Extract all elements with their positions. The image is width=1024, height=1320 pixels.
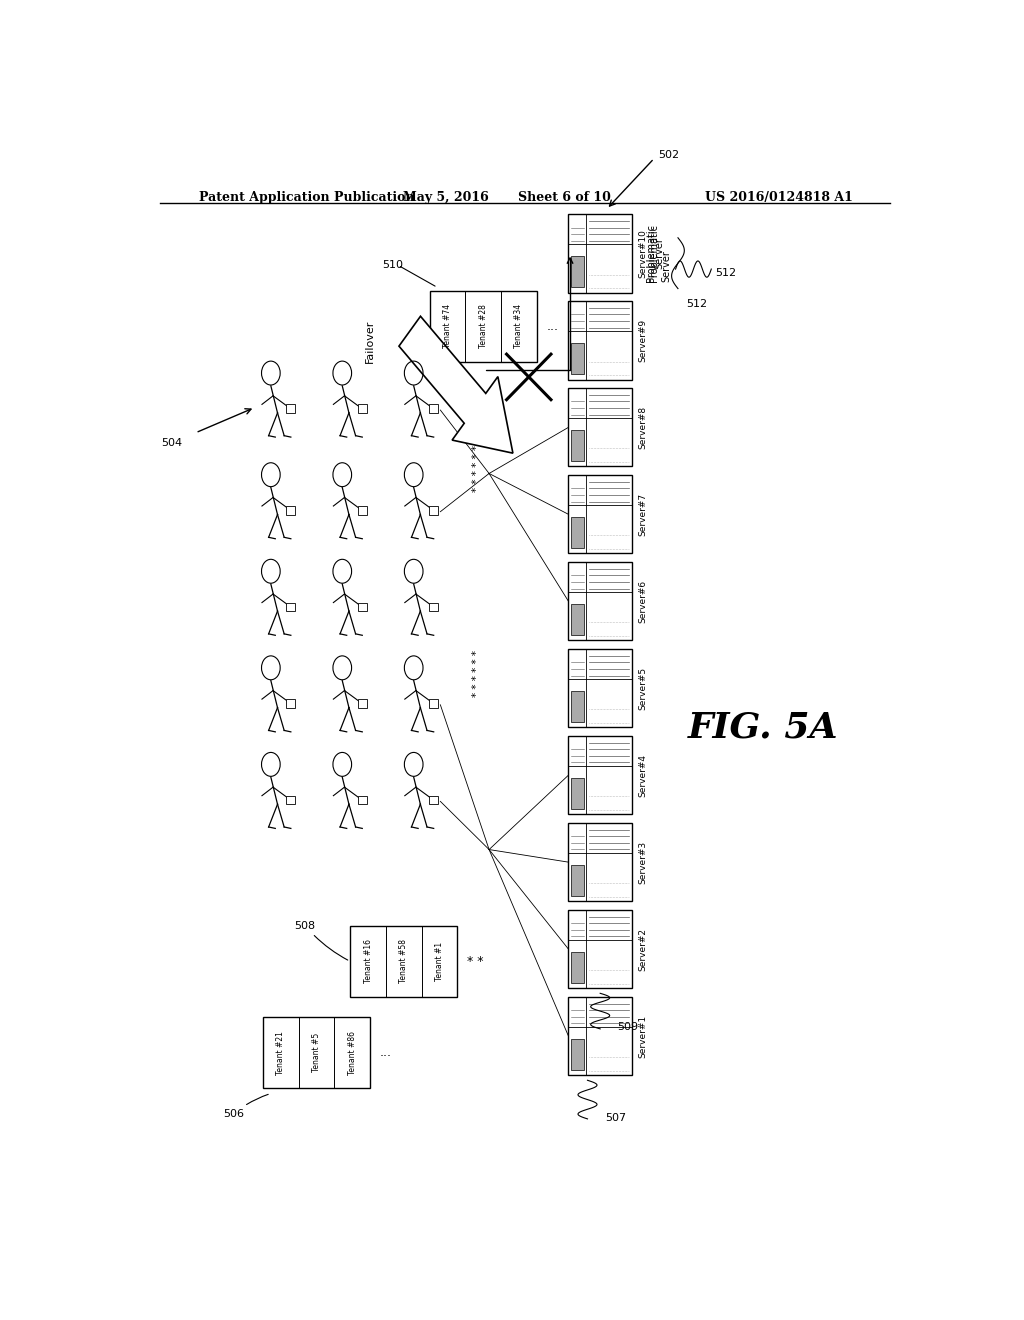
Text: Server#8: Server#8 — [638, 405, 647, 449]
Text: Tenant #58: Tenant #58 — [399, 940, 409, 983]
Text: ...: ... — [380, 1047, 391, 1060]
FancyBboxPatch shape — [570, 777, 584, 809]
Text: Server#1: Server#1 — [638, 1015, 647, 1057]
Text: Problematic
Server: Problematic Server — [649, 224, 672, 282]
Text: Sheet 6 of 10: Sheet 6 of 10 — [518, 191, 611, 203]
FancyBboxPatch shape — [568, 562, 632, 640]
FancyBboxPatch shape — [570, 952, 584, 983]
FancyBboxPatch shape — [568, 909, 632, 989]
FancyBboxPatch shape — [429, 506, 438, 515]
FancyBboxPatch shape — [570, 430, 584, 462]
FancyBboxPatch shape — [357, 602, 367, 611]
Text: US 2016/0124818 A1: US 2016/0124818 A1 — [705, 191, 853, 203]
Text: 512: 512 — [715, 268, 736, 279]
Text: * *: * * — [467, 954, 483, 968]
FancyBboxPatch shape — [430, 290, 537, 362]
FancyBboxPatch shape — [429, 602, 438, 611]
Text: Server#6: Server#6 — [638, 579, 647, 623]
Text: ...: ... — [546, 319, 558, 333]
Text: 508: 508 — [295, 921, 348, 960]
FancyBboxPatch shape — [568, 997, 632, 1076]
Text: Tenant #5: Tenant #5 — [312, 1034, 321, 1072]
Text: Patent Application Publication: Patent Application Publication — [200, 191, 415, 203]
FancyBboxPatch shape — [429, 700, 438, 708]
Text: 507: 507 — [605, 1113, 626, 1123]
Text: Tenant #21: Tenant #21 — [276, 1031, 286, 1074]
FancyBboxPatch shape — [429, 404, 438, 413]
Text: Server#10: Server#10 — [638, 228, 647, 279]
Text: Server: Server — [654, 238, 665, 269]
Text: 504: 504 — [161, 438, 182, 447]
Text: FIG. 5A: FIG. 5A — [688, 710, 838, 744]
FancyBboxPatch shape — [570, 343, 584, 375]
Text: Tenant #74: Tenant #74 — [443, 304, 452, 348]
Polygon shape — [399, 317, 513, 453]
FancyBboxPatch shape — [357, 404, 367, 413]
FancyBboxPatch shape — [568, 475, 632, 553]
Text: Tenant #86: Tenant #86 — [348, 1031, 356, 1074]
Text: 510: 510 — [382, 260, 403, 271]
FancyBboxPatch shape — [287, 404, 295, 413]
FancyBboxPatch shape — [568, 301, 632, 380]
Text: Server#7: Server#7 — [638, 492, 647, 536]
FancyBboxPatch shape — [429, 796, 438, 804]
Text: Failover: Failover — [365, 319, 375, 363]
FancyBboxPatch shape — [350, 925, 458, 997]
Text: Tenant #34: Tenant #34 — [514, 304, 523, 348]
FancyBboxPatch shape — [357, 700, 367, 708]
FancyBboxPatch shape — [568, 822, 632, 902]
Text: 509: 509 — [617, 1022, 639, 1032]
FancyBboxPatch shape — [570, 865, 584, 896]
Text: Problematic: Problematic — [646, 224, 656, 282]
FancyBboxPatch shape — [568, 649, 632, 727]
FancyBboxPatch shape — [568, 214, 632, 293]
Text: Server#2: Server#2 — [638, 928, 647, 970]
FancyBboxPatch shape — [568, 388, 632, 466]
FancyBboxPatch shape — [570, 690, 584, 722]
FancyBboxPatch shape — [287, 506, 295, 515]
Text: 502: 502 — [658, 150, 679, 160]
FancyBboxPatch shape — [570, 256, 584, 288]
FancyBboxPatch shape — [357, 796, 367, 804]
Text: 506: 506 — [223, 1094, 268, 1119]
FancyBboxPatch shape — [263, 1018, 370, 1089]
Text: May 5, 2016: May 5, 2016 — [402, 191, 488, 203]
Text: * * * * * *: * * * * * * — [472, 445, 482, 492]
Text: Server#9: Server#9 — [638, 319, 647, 362]
FancyBboxPatch shape — [287, 602, 295, 611]
Text: Tenant #16: Tenant #16 — [364, 940, 373, 983]
FancyBboxPatch shape — [570, 603, 584, 635]
FancyBboxPatch shape — [287, 796, 295, 804]
FancyBboxPatch shape — [357, 506, 367, 515]
Text: 512: 512 — [686, 298, 707, 309]
Text: * * * * * *: * * * * * * — [472, 651, 482, 697]
Text: Server#5: Server#5 — [638, 667, 647, 710]
FancyBboxPatch shape — [287, 700, 295, 708]
FancyBboxPatch shape — [570, 517, 584, 548]
Text: Server#4: Server#4 — [638, 754, 647, 797]
Text: Tenant #28: Tenant #28 — [478, 304, 487, 348]
Text: Server#3: Server#3 — [638, 841, 647, 883]
Text: Tenant #1: Tenant #1 — [435, 941, 444, 981]
FancyBboxPatch shape — [568, 737, 632, 814]
FancyBboxPatch shape — [570, 1039, 584, 1071]
